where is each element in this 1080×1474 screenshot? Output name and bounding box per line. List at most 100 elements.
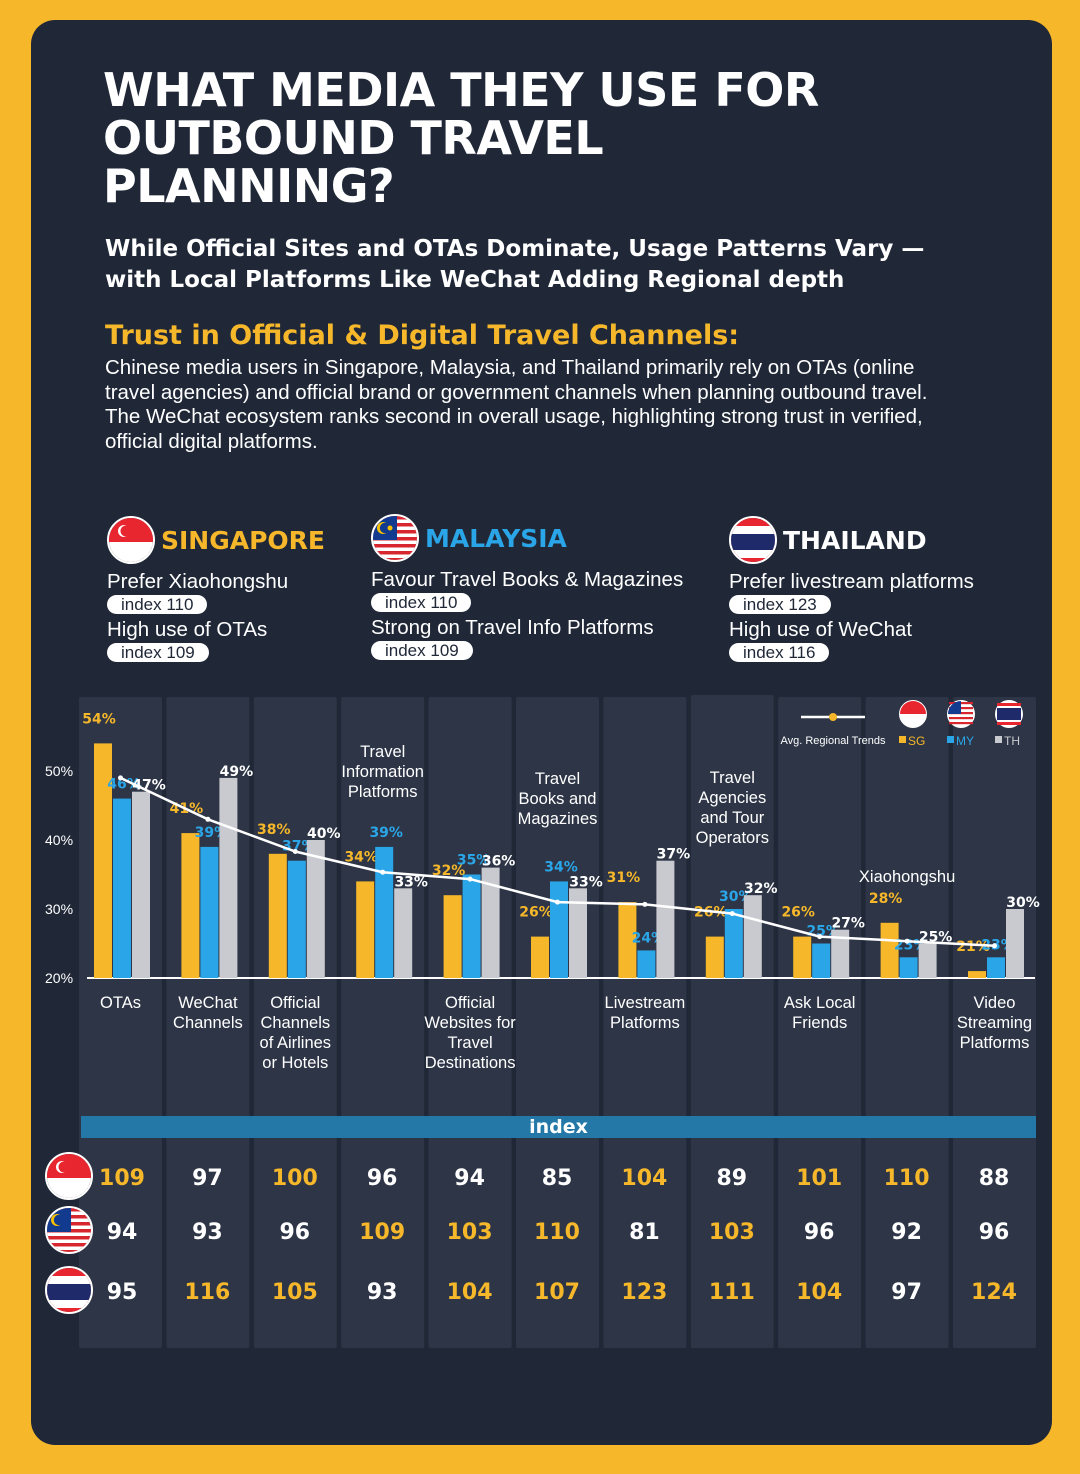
bar-sg <box>618 902 637 978</box>
legend-flag-stripe <box>949 722 973 725</box>
index-row-th: 95 116 105 93 104 107 123 111 104 97 124 <box>31 1266 1052 1322</box>
data-label: 34% <box>344 849 378 865</box>
data-label: 46% <box>107 777 141 793</box>
category-label: Travel Books and Magazines <box>518 770 598 828</box>
bar-my <box>113 798 131 978</box>
legend-flag-stripe <box>997 703 1021 706</box>
data-label: 26% <box>519 905 553 921</box>
category-column <box>516 697 599 1348</box>
data-label: 37% <box>657 847 691 863</box>
bar-sg <box>793 936 812 978</box>
category-label: OTAs <box>100 994 141 1012</box>
data-label: 49% <box>220 764 254 780</box>
bar-sg <box>268 853 287 978</box>
country-block-malaysia: MALAYSIA Favour Travel Books & Magazines… <box>371 512 691 660</box>
legend-flag-stripe <box>949 717 973 720</box>
legend-swatch <box>899 736 906 743</box>
category-column <box>690 695 774 1348</box>
bar-my <box>987 957 1005 978</box>
index-value: 97 <box>192 1166 223 1191</box>
index-value: 103 <box>708 1220 755 1245</box>
category-column <box>428 697 512 1348</box>
row-flag-icon <box>45 1152 93 1200</box>
index-value: 96 <box>366 1166 398 1191</box>
bar-th <box>831 929 850 978</box>
index-badge: index 116 <box>729 643 830 662</box>
index-value: 103 <box>446 1220 493 1245</box>
data-label: 30% <box>1006 895 1040 911</box>
y-tick-label: 20% <box>45 970 73 986</box>
index-value: 109 <box>359 1220 406 1245</box>
index-value: 95 <box>106 1280 138 1305</box>
bar-sg <box>705 936 724 978</box>
index-value: 93 <box>366 1280 398 1305</box>
bar-th <box>918 943 937 978</box>
index-value: 107 <box>534 1280 580 1305</box>
bar-chart: 20%30%40%50%54%46%47%41%39%49%38%37%40%3… <box>45 695 1040 1348</box>
bar-my <box>287 860 306 978</box>
index-value: 85 <box>541 1166 573 1191</box>
category-column <box>603 697 687 1348</box>
index-value: 104 <box>621 1166 668 1191</box>
bar-my <box>812 943 831 978</box>
trend-point <box>555 899 560 905</box>
page-title: WHAT MEDIA THEY USE FOR OUTBOUND TRAVEL … <box>103 63 819 213</box>
index-value: 105 <box>271 1280 318 1305</box>
country-block-thailand: THAILAND Prefer livestream platforms ind… <box>729 514 1049 662</box>
legend-flag-stripe <box>997 722 1021 725</box>
index-row-sg: 109 97 100 96 94 85 104 89 101 110 88 <box>31 1152 1052 1208</box>
bar-my <box>200 846 219 978</box>
index-value: 104 <box>796 1280 843 1305</box>
index-value: 97 <box>891 1280 922 1305</box>
data-label: 39% <box>369 825 403 841</box>
body-paragraph: The WeChat ecosystem ranks second in ove… <box>105 405 923 453</box>
bar-my <box>899 957 918 978</box>
index-value: 96 <box>279 1220 311 1245</box>
index-value: 104 <box>446 1280 493 1305</box>
index-row-my: 94 93 96 109 103 110 81 103 96 92 96 <box>31 1206 1052 1262</box>
bar-th <box>219 777 238 978</box>
legend-trend-label: Avg. Regional Trends <box>781 735 886 747</box>
trend-point <box>904 938 910 944</box>
index-value: 94 <box>454 1166 485 1191</box>
bar-my <box>375 846 394 978</box>
index-value: 123 <box>621 1280 668 1305</box>
preference-label: Prefer livestream platforms <box>729 570 974 593</box>
preference-label: Strong on Travel Info Platforms <box>371 616 654 639</box>
legend-label: TH <box>1004 734 1020 748</box>
bar-sg <box>181 833 200 978</box>
category-column <box>778 697 862 1348</box>
index-value: 92 <box>891 1220 922 1245</box>
index-value: 96 <box>803 1220 835 1245</box>
bar-sg <box>443 895 462 978</box>
category-label: Ask Local Friends <box>784 994 856 1032</box>
row-flag-icon <box>45 1266 93 1314</box>
trend-point <box>642 901 648 907</box>
category-column <box>341 697 425 1348</box>
category-label: WeChat Channels <box>173 994 243 1032</box>
data-label: 33% <box>569 874 603 890</box>
index-badge: index 109 <box>371 641 473 660</box>
country-name: SINGAPORE <box>161 525 326 555</box>
index-value: 94 <box>106 1220 138 1245</box>
trend-point <box>292 849 298 854</box>
preference-label: High use of OTAs <box>107 618 268 641</box>
category-label: Official Channels of Airlines or Hotels <box>260 994 332 1072</box>
bar-sg <box>94 743 112 978</box>
index-value: 109 <box>99 1166 145 1191</box>
category-label: Travel Agencies and Tour Operators <box>696 769 769 847</box>
bar-th <box>132 791 150 978</box>
data-label: 26% <box>694 905 728 921</box>
bar-my <box>724 909 743 978</box>
category-label: Official Websites for Travel Destinations <box>424 994 516 1072</box>
country-name: MALAYSIA <box>425 523 567 553</box>
data-label: 32% <box>744 881 778 897</box>
body-text: Chinese media users in Singapore, Malays… <box>105 356 965 454</box>
legend-swatch <box>947 736 954 743</box>
bar-my <box>462 874 481 978</box>
data-label: 54% <box>82 711 116 727</box>
trend-point <box>467 876 473 882</box>
data-label: 38% <box>257 822 291 838</box>
section-heading: Trust in Official & Digital Travel Chann… <box>105 320 740 351</box>
index-band: index <box>81 1116 1036 1138</box>
